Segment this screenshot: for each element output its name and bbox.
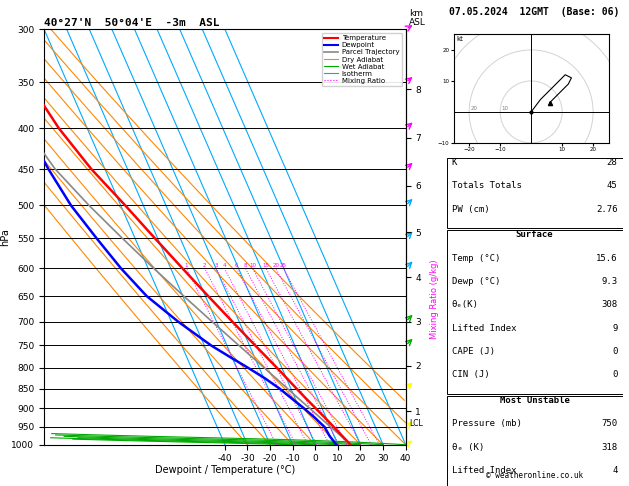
- Text: 20: 20: [470, 106, 477, 111]
- Text: LCL: LCL: [409, 419, 423, 428]
- Text: 4: 4: [612, 466, 618, 475]
- Text: 3: 3: [214, 263, 218, 268]
- Text: 15: 15: [262, 263, 269, 268]
- Text: 45: 45: [607, 181, 618, 191]
- Text: 10: 10: [502, 106, 509, 111]
- Y-axis label: hPa: hPa: [0, 228, 10, 246]
- Text: kt: kt: [457, 35, 464, 42]
- Text: 10: 10: [249, 263, 256, 268]
- Text: 20: 20: [272, 263, 279, 268]
- Bar: [447, 396, 623, 486]
- Text: 2: 2: [203, 263, 206, 268]
- Text: Lifted Index: Lifted Index: [452, 324, 516, 333]
- Text: 15.6: 15.6: [596, 254, 618, 263]
- Text: K: K: [452, 158, 457, 167]
- Text: 8: 8: [244, 263, 247, 268]
- Text: CAPE (J): CAPE (J): [452, 347, 495, 356]
- Text: 25: 25: [280, 263, 287, 268]
- Text: 0: 0: [612, 347, 618, 356]
- Legend: Temperature, Dewpoint, Parcel Trajectory, Dry Adiabat, Wet Adiabat, Isotherm, Mi: Temperature, Dewpoint, Parcel Trajectory…: [321, 33, 402, 87]
- Text: 07.05.2024  12GMT  (Base: 06): 07.05.2024 12GMT (Base: 06): [450, 7, 620, 17]
- Text: 9.3: 9.3: [601, 277, 618, 286]
- Text: CIN (J): CIN (J): [452, 370, 489, 380]
- Text: 28: 28: [607, 158, 618, 167]
- Text: 2.76: 2.76: [596, 205, 618, 214]
- Text: Pressure (mb): Pressure (mb): [452, 419, 521, 429]
- Text: Mixing Ratio (g/kg): Mixing Ratio (g/kg): [430, 260, 438, 339]
- Text: 318: 318: [601, 443, 618, 452]
- Bar: [447, 158, 623, 228]
- Text: 308: 308: [601, 300, 618, 310]
- Text: Totals Totals: Totals Totals: [452, 181, 521, 191]
- Text: Most Unstable: Most Unstable: [499, 396, 570, 405]
- Text: © weatheronline.co.uk: © weatheronline.co.uk: [486, 471, 583, 480]
- Text: Surface: Surface: [516, 230, 554, 240]
- Text: PW (cm): PW (cm): [452, 205, 489, 214]
- Text: 0: 0: [612, 370, 618, 380]
- Text: 6: 6: [235, 263, 238, 268]
- Text: Dewp (°C): Dewp (°C): [452, 277, 500, 286]
- Text: θₑ(K): θₑ(K): [452, 300, 479, 310]
- Text: θₑ (K): θₑ (K): [452, 443, 484, 452]
- Text: km
ASL: km ASL: [409, 9, 426, 27]
- Text: 1: 1: [185, 263, 188, 268]
- Text: 40°27'N  50°04'E  -3m  ASL: 40°27'N 50°04'E -3m ASL: [44, 18, 220, 28]
- Text: 9: 9: [612, 324, 618, 333]
- X-axis label: Dewpoint / Temperature (°C): Dewpoint / Temperature (°C): [155, 465, 295, 475]
- Text: 750: 750: [601, 419, 618, 429]
- Text: 4: 4: [223, 263, 226, 268]
- Text: Lifted Index: Lifted Index: [452, 466, 516, 475]
- Bar: [447, 230, 623, 394]
- Text: Temp (°C): Temp (°C): [452, 254, 500, 263]
